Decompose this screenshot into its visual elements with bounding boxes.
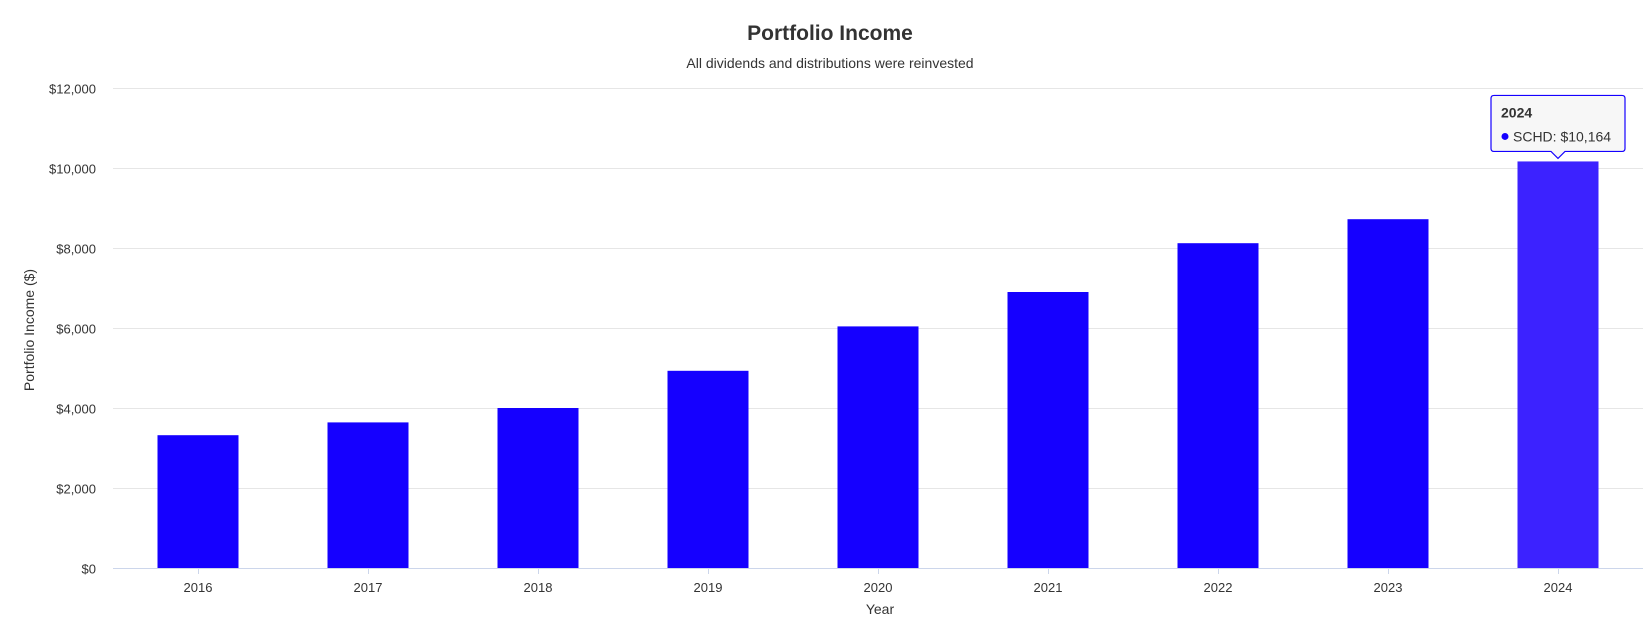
bar-2023[interactable] <box>1347 219 1429 568</box>
y-tick-label: $4,000 <box>56 402 96 417</box>
y-axis-title: Portfolio Income ($) <box>21 269 37 391</box>
tooltip-value: SCHD: $10,164 <box>1513 128 1611 144</box>
bar-2024[interactable] <box>1517 161 1599 568</box>
tooltip-series-marker <box>1501 132 1509 140</box>
x-axis-title: Year <box>866 601 895 617</box>
x-tick-label: 2019 <box>694 580 723 595</box>
bar-2020[interactable] <box>837 326 919 568</box>
bar-2017[interactable] <box>327 422 409 568</box>
x-tick-label: 2023 <box>1374 580 1403 595</box>
bar-2022[interactable] <box>1177 243 1259 568</box>
y-tick-label: $8,000 <box>56 242 96 257</box>
x-tick-label: 2021 <box>1034 580 1063 595</box>
bar-2019[interactable] <box>667 370 749 568</box>
bar-2018[interactable] <box>497 408 579 568</box>
x-tick-label: 2016 <box>184 580 213 595</box>
bars <box>157 161 1599 568</box>
x-tick-label: 2022 <box>1204 580 1233 595</box>
y-tick-label: $12,000 <box>49 82 96 97</box>
x-tick-label: 2018 <box>524 580 553 595</box>
y-axis-ticks: $0 $2,000 $4,000 $6,000 $8,000 $10,000 $12,000 <box>49 82 96 577</box>
tooltip: 2024 SCHD: $10,164 <box>1490 94 1626 160</box>
y-tick-label: $6,000 <box>56 322 96 337</box>
tooltip-box <box>1490 94 1626 160</box>
x-tick-label: 2024 <box>1544 580 1573 595</box>
x-tick-label: 2017 <box>354 580 383 595</box>
bar-2016[interactable] <box>157 435 239 568</box>
bar-2021[interactable] <box>1007 292 1089 568</box>
chart-subtitle: All dividends and distributions were rei… <box>686 55 973 71</box>
x-axis-ticks: 2016 2017 2018 2019 2020 2021 2022 2023 2024 <box>184 568 1573 595</box>
y-tick-label: $0 <box>82 562 96 577</box>
y-tick-label: $10,000 <box>49 162 96 177</box>
x-tick-label: 2020 <box>864 580 893 595</box>
tooltip-title: 2024 <box>1501 104 1532 120</box>
y-tick-label: $2,000 <box>56 482 96 497</box>
chart-title: Portfolio Income <box>747 22 913 45</box>
